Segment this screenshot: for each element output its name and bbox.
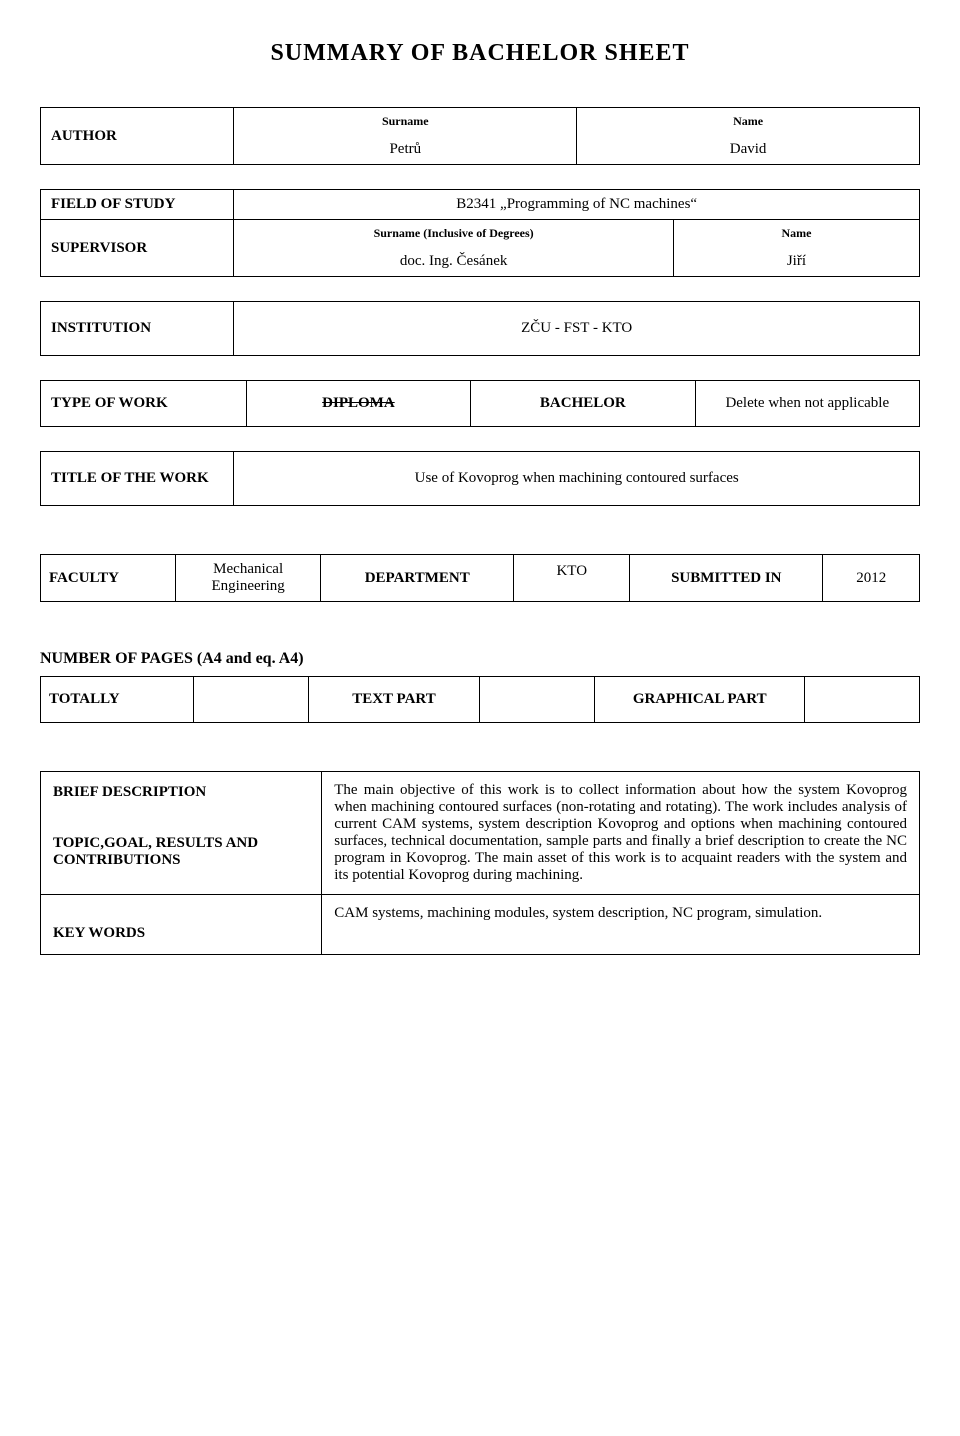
field-label: FIELD OF STUDY xyxy=(41,190,234,220)
author-name-hdr: Name xyxy=(577,108,920,136)
pages-textpart: TEXT PART xyxy=(308,677,480,723)
topic-label: TOPIC,GOAL, RESULTS AND CONTRIBUTIONS xyxy=(41,823,322,895)
author-table: AUTHOR Surname Name Petrů David xyxy=(40,107,920,165)
field-value: B2341 „Programming of NC machines“ xyxy=(234,190,920,220)
submitted-label: SUBMITTED IN xyxy=(630,555,823,602)
supervisor-surname-hdr: Surname (Inclusive of Degrees) xyxy=(234,220,674,248)
faculty-value: Mechanical Engineering xyxy=(176,555,321,602)
author-surname: Petrů xyxy=(234,135,577,165)
field-supervisor-table: FIELD OF STUDY B2341 „Programming of NC … xyxy=(40,189,920,277)
supervisor-surname: doc. Ing. Česánek xyxy=(234,247,674,277)
pages-table: TOTALLY TEXT PART GRAPHICAL PART xyxy=(40,676,920,723)
typework-bachelor: BACHELOR xyxy=(471,381,695,427)
supervisor-name: Jiří xyxy=(673,247,919,277)
pages-graphical: GRAPHICAL PART xyxy=(595,677,805,723)
pages-totally: TOTALLY xyxy=(41,677,194,723)
keywords-value: CAM systems, machining modules, system d… xyxy=(322,895,920,955)
institution-label: INSTITUTION xyxy=(41,302,234,356)
page-title: SUMMARY OF BACHELOR SHEET xyxy=(40,40,920,67)
author-surname-hdr: Surname xyxy=(234,108,577,136)
dept-label: DEPARTMENT xyxy=(321,555,514,602)
faculty-label: FACULTY xyxy=(41,555,176,602)
supervisor-label: SUPERVISOR xyxy=(41,220,234,277)
author-name: David xyxy=(577,135,920,165)
dept-value: KTO xyxy=(514,555,630,602)
typework-diploma: DIPLOMA xyxy=(246,381,470,427)
description-table: BRIEF DESCRIPTION The main objective of … xyxy=(40,771,920,955)
typework-note: Delete when not applicable xyxy=(695,381,919,427)
institution-table: INSTITUTION ZČU - FST - KTO xyxy=(40,301,920,356)
pages-textpart-val xyxy=(480,677,595,723)
brief-desc-body: The main objective of this work is to co… xyxy=(322,772,920,895)
institution-value: ZČU - FST - KTO xyxy=(234,302,920,356)
typework-table: TYPE OF WORK DIPLOMA BACHELOR Delete whe… xyxy=(40,380,920,427)
titlework-table: TITLE OF THE WORK Use of Kovoprog when m… xyxy=(40,451,920,506)
titlework-value: Use of Kovoprog when machining contoured… xyxy=(234,452,920,506)
faculty-table: FACULTY Mechanical Engineering DEPARTMEN… xyxy=(40,554,920,602)
titlework-label: TITLE OF THE WORK xyxy=(41,452,234,506)
author-label: AUTHOR xyxy=(41,108,234,165)
pages-graphical-val xyxy=(805,677,920,723)
pages-totally-val xyxy=(193,677,308,723)
pages-heading: NUMBER OF PAGES (A4 and eq. A4) xyxy=(40,650,920,668)
submitted-value: 2012 xyxy=(823,555,920,602)
supervisor-name-hdr: Name xyxy=(673,220,919,248)
typework-label: TYPE OF WORK xyxy=(41,381,247,427)
keywords-label: KEY WORDS xyxy=(41,895,322,955)
brief-desc-label: BRIEF DESCRIPTION xyxy=(41,772,322,823)
